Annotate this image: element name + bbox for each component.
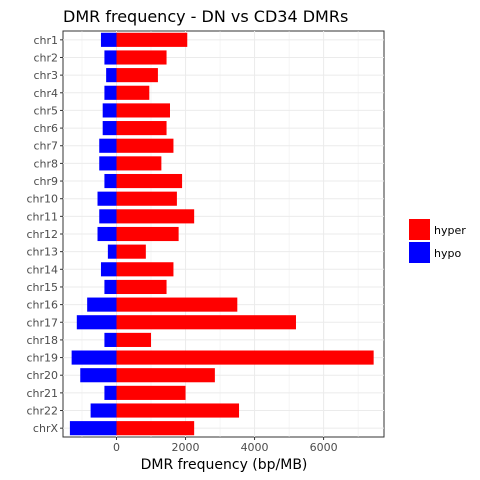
bar-hypo-chr6	[102, 121, 117, 136]
bar-hypo-chr4	[104, 85, 117, 100]
bar-hypo-chr20	[80, 368, 117, 383]
x-tick-label: 6000	[310, 441, 338, 454]
bar-hyper-chr11	[116, 209, 195, 224]
bar-hypo-chr2	[104, 50, 117, 65]
y-tick-label: chr15	[26, 281, 58, 294]
y-tick-label: chr4	[33, 87, 58, 100]
bar-hyper-chr18	[116, 332, 152, 347]
y-tick-label: chr20	[26, 369, 58, 382]
legend-label-hypo: hypo	[434, 247, 461, 260]
y-tick-label: chr11	[26, 210, 58, 223]
bar-hyper-chrX	[116, 421, 195, 436]
bar-hyper-chr13	[116, 244, 146, 259]
y-tick-label: chr8	[33, 157, 58, 170]
bar-hyper-chr6	[116, 121, 167, 136]
legend-label-hyper: hyper	[434, 224, 466, 237]
chart-title: DMR frequency - DN vs CD34 DMRs	[63, 7, 348, 26]
bar-hyper-chr12	[116, 226, 179, 242]
y-tick-label: chr17	[26, 316, 58, 329]
y-tick-label: chr18	[26, 334, 58, 347]
legend: hyper hypo	[409, 219, 466, 263]
y-tick-label: chr9	[33, 175, 58, 188]
y-tick-label: chr19	[26, 352, 58, 365]
y-tick-label: chr3	[33, 69, 58, 82]
bar-hypo-chr22	[90, 403, 117, 418]
y-tick-label: chr2	[33, 51, 58, 64]
bar-hypo-chr7	[99, 138, 117, 153]
y-tick-label: chr14	[26, 263, 58, 276]
y-tick-label: chr12	[26, 228, 58, 241]
bar-hyper-chr22	[116, 403, 240, 418]
y-tick-label: chr22	[26, 405, 58, 418]
bar-hypo-chr5	[102, 103, 117, 118]
bar-hypo-chr8	[99, 156, 117, 171]
bar-hyper-chr1	[116, 32, 188, 47]
x-axis-label: DMR frequency (bp/MB)	[141, 457, 308, 473]
bar-hyper-chr7	[116, 138, 174, 153]
y-tick-label: chr10	[26, 193, 58, 206]
bar-hyper-chr10	[116, 191, 177, 206]
bar-hyper-chr9	[116, 173, 183, 189]
y-tick-label: chr1	[33, 34, 58, 47]
y-tick-label: chr13	[26, 246, 58, 259]
bar-hyper-chr15	[116, 279, 167, 295]
bar-hypo-chr12	[97, 226, 117, 242]
bar-hyper-chr16	[116, 297, 238, 312]
y-tick-label: chr6	[33, 122, 58, 135]
bar-hypo-chrX	[69, 421, 117, 436]
bar-hyper-chr14	[116, 262, 174, 277]
bar-hyper-chr20	[116, 368, 215, 383]
bar-hyper-chr19	[116, 350, 374, 365]
legend-key-hypo	[409, 242, 430, 263]
bar-hyper-chr3	[116, 68, 158, 83]
x-axis-ticks: 0 2000 4000 6000	[113, 437, 338, 454]
y-axis-ticks: chr1 chr2 chr3 chr4 chr5 chr6 chr7 chr8 chr9 chr1…	[26, 34, 63, 435]
bar-hypo-chr3	[106, 68, 117, 83]
bar-hyper-chr4	[116, 85, 150, 100]
x-tick-label: 2000	[172, 441, 200, 454]
bar-hyper-chr8	[116, 156, 162, 171]
bar-hypo-chr17	[76, 315, 117, 330]
bar-hypo-chr14	[100, 262, 117, 277]
bar-hypo-chr9	[104, 173, 117, 189]
bar-hypo-chr21	[104, 385, 117, 400]
y-tick-label: chr21	[26, 387, 58, 400]
bar-hypo-chr15	[104, 279, 117, 295]
x-tick-label: 4000	[241, 441, 269, 454]
bar-hypo-chr19	[71, 350, 117, 365]
bar-hyper-chr2	[116, 50, 167, 65]
bar-series	[69, 32, 374, 436]
bar-hypo-chr11	[99, 209, 117, 224]
bar-hyper-chr17	[116, 315, 296, 330]
y-tick-label: chrX	[33, 422, 59, 435]
legend-key-hyper	[409, 219, 430, 240]
bar-hypo-chr13	[107, 244, 117, 259]
bar-hypo-chr10	[97, 191, 117, 206]
bar-hypo-chr1	[100, 32, 117, 47]
bar-hyper-chr5	[116, 103, 170, 118]
bar-hyper-chr21	[116, 385, 186, 400]
y-tick-label: chr7	[33, 140, 58, 153]
bar-hypo-chr18	[104, 332, 117, 347]
bar-hypo-chr16	[87, 297, 117, 312]
y-tick-label: chr16	[26, 299, 58, 312]
x-tick-label: 0	[113, 441, 120, 454]
y-tick-label: chr5	[33, 104, 58, 117]
